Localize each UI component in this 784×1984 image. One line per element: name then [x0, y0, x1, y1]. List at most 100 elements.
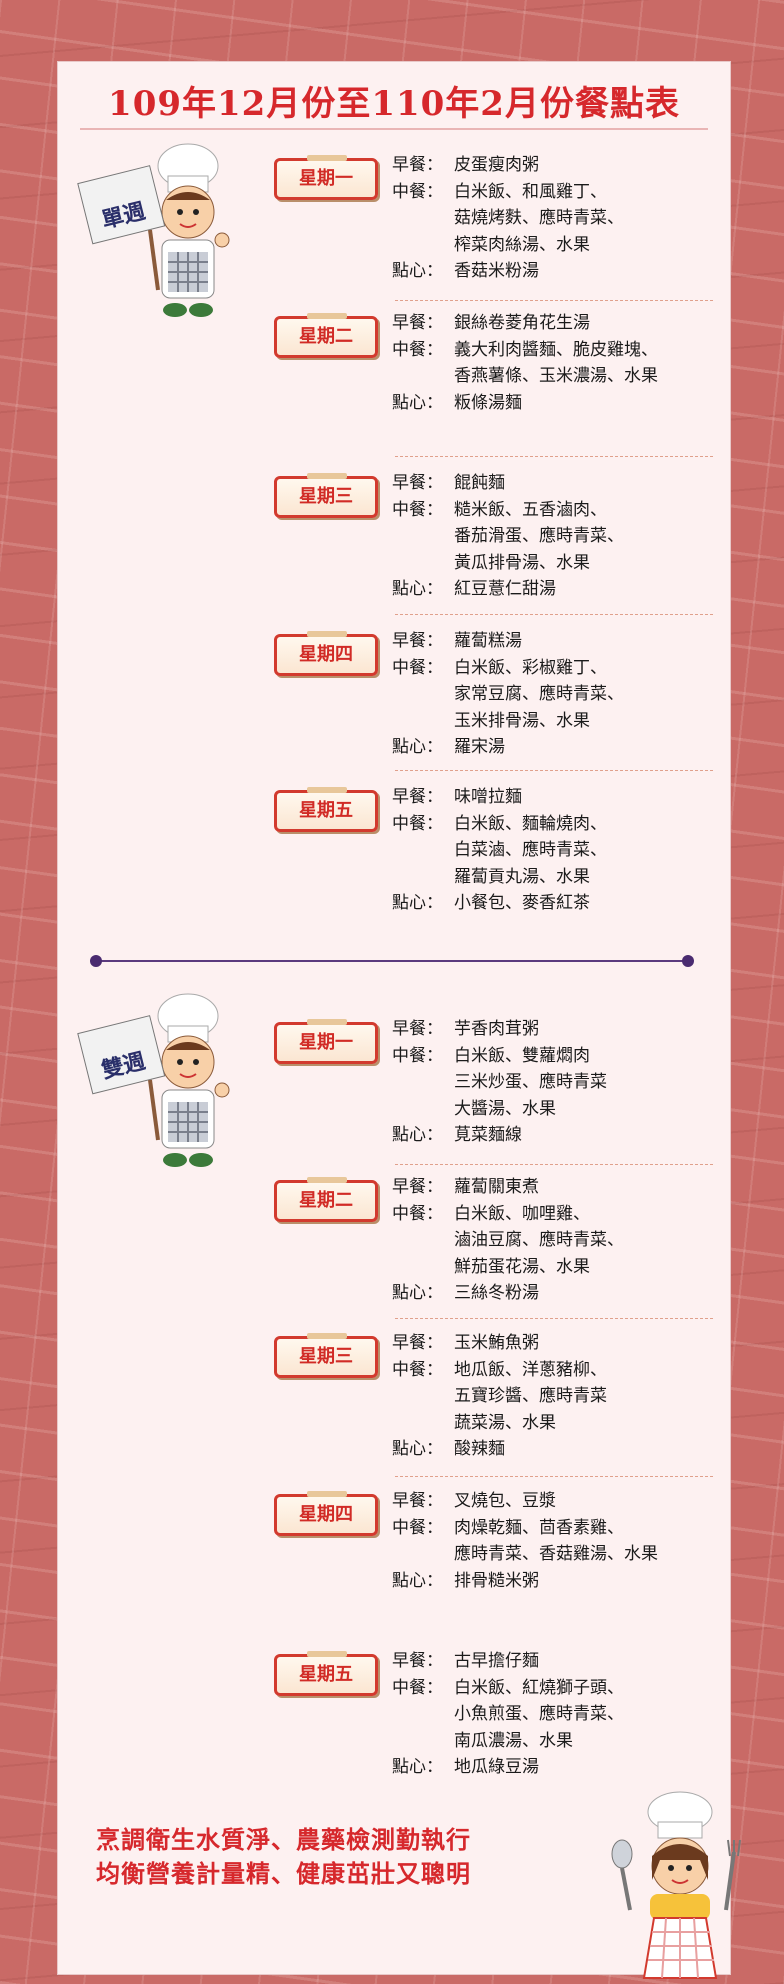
week-divider — [90, 955, 694, 967]
meal-type: 中餐： — [392, 181, 443, 202]
meal-type: 早餐： — [392, 631, 443, 651]
meal-type: 中餐： — [392, 499, 443, 520]
meal-row: 點心： 酸辣麵 — [392, 1436, 712, 1463]
meal-type: 中餐： — [392, 1045, 443, 1066]
meal-row: 中餐： 白米飯、麵輪燒肉、 白菜滷、應時青菜、 羅蔔貢丸湯、水果 — [392, 811, 712, 891]
meal-items: 餛飩麵 — [454, 473, 505, 493]
meal-row: 點心： 莧菜麵線 — [392, 1122, 712, 1149]
day-name: 星期三 — [299, 486, 353, 507]
meal-items: 白米飯、紅燒獅子頭、 小魚煎蛋、應時青菜、 南瓜濃湯、水果 — [454, 1677, 624, 1751]
meal-items: 銀絲卷菱角花生湯 — [454, 313, 590, 333]
meal-row: 早餐： 餛飩麵 — [392, 470, 712, 497]
meal-items: 地瓜綠豆湯 — [454, 1757, 539, 1777]
meal-row: 早餐： 銀絲卷菱角花生湯 — [392, 310, 712, 337]
meal-items: 香菇米粉湯 — [454, 261, 539, 281]
meal-row: 中餐： 白米飯、和風雞丁、 菇燒烤麩、應時青菜、 榨菜肉絲湯、水果 — [392, 179, 712, 259]
meal-items: 義大利肉醬麵、脆皮雞塊、 香燕薯條、玉米濃湯、水果 — [454, 339, 658, 387]
meal-row: 點心： 羅宋湯 — [392, 734, 712, 761]
meal-type: 早餐： — [392, 1019, 443, 1039]
meal-list: 早餐： 皮蛋瘦肉粥 中餐： 白米飯、和風雞丁、 菇燒烤麩、應時青菜、 榨菜肉絲湯、水… — [392, 152, 712, 285]
day-badge: 星期二 — [274, 313, 378, 358]
meal-type: 中餐： — [392, 657, 443, 678]
meal-row: 點心： 地瓜綠豆湯 — [392, 1754, 712, 1781]
meal-row: 點心： 排骨糙米粥 — [392, 1568, 712, 1595]
chef-mascot-even-week: 雙週 — [70, 990, 230, 1180]
meal-items: 白米飯、雙蘿燜肉 三米炒蛋、應時青菜 大醬湯、水果 — [454, 1045, 607, 1119]
day-badge: 星期四 — [274, 1491, 378, 1536]
meal-type: 點心： — [392, 893, 443, 913]
meal-items: 白米飯、和風雞丁、 菇燒烤麩、應時青菜、 榨菜肉絲湯、水果 — [454, 181, 624, 255]
day-name: 星期四 — [299, 1504, 353, 1525]
meal-items: 白米飯、咖哩雞、 滷油豆腐、應時青菜、 鮮茄蛋花湯、水果 — [454, 1203, 624, 1277]
meal-row: 中餐： 地瓜飯、洋蔥豬柳、 五寶珍醬、應時青菜 蔬菜湯、水果 — [392, 1357, 712, 1437]
meal-type: 早餐： — [392, 313, 443, 333]
meal-type: 早餐： — [392, 1333, 443, 1353]
meal-type: 點心： — [392, 1439, 443, 1459]
day-separator — [395, 456, 713, 457]
day-badge: 星期三 — [274, 473, 378, 518]
chef-mascot-odd-week: 單週 — [70, 140, 230, 330]
meal-row: 中餐： 義大利肉醬麵、脆皮雞塊、 香燕薯條、玉米濃湯、水果 — [392, 337, 712, 390]
day-name: 星期一 — [299, 168, 353, 189]
day-badge: 星期二 — [274, 1177, 378, 1222]
meal-row: 中餐： 肉燥乾麵、茴香素雞、 應時青菜、香菇雞湯、水果 — [392, 1515, 712, 1568]
meal-items: 小餐包、麥香紅茶 — [454, 893, 590, 913]
day-separator — [395, 770, 713, 771]
day-name: 星期一 — [299, 1032, 353, 1053]
day-name: 星期四 — [299, 644, 353, 665]
meal-row: 早餐： 玉米鮪魚粥 — [392, 1330, 712, 1357]
meal-type: 早餐： — [392, 155, 443, 175]
day-name: 星期二 — [299, 326, 353, 347]
day-badge: 星期一 — [274, 155, 378, 200]
day-badge: 星期一 — [274, 1019, 378, 1064]
meal-type: 早餐： — [392, 1177, 443, 1197]
meal-items: 排骨糙米粥 — [454, 1570, 539, 1591]
day-name: 星期三 — [299, 1346, 353, 1367]
meal-row: 中餐： 糙米飯、五香滷肉、 番茄滑蛋、應時青菜、 黃瓜排骨湯、水果 — [392, 497, 712, 577]
meal-items: 莧菜麵線 — [454, 1125, 522, 1145]
meal-type: 點心： — [392, 1125, 443, 1145]
meal-row: 早餐： 蘿蔔糕湯 — [392, 628, 712, 655]
meal-items: 皮蛋瘦肉粥 — [454, 155, 539, 175]
meal-type: 中餐： — [392, 1203, 443, 1224]
meal-type: 點心： — [392, 1757, 443, 1777]
slogan-line: 均衡營養計量精、健康茁壯又聰明 — [96, 1859, 471, 1888]
meal-list: 早餐： 銀絲卷菱角花生湯 中餐： 義大利肉醬麵、脆皮雞塊、 香燕薯條、玉米濃湯、水果… — [392, 310, 712, 416]
day-separator — [395, 1164, 713, 1165]
meal-type: 點心： — [392, 392, 443, 413]
meal-type: 早餐： — [392, 787, 443, 807]
meal-row: 點心： 香菇米粉湯 — [392, 258, 712, 285]
chef-girl-icon — [611, 1791, 741, 1979]
meal-row: 早餐： 芋香肉茸粥 — [392, 1016, 712, 1043]
day-badge: 星期三 — [274, 1333, 378, 1378]
page-title: 109年12月份至110年2月份餐點表 — [108, 84, 680, 124]
meal-list: 早餐： 叉燒包、豆漿 中餐： 肉燥乾麵、茴香素雞、 應時青菜、香菇雞湯、水果 點心：… — [392, 1488, 712, 1594]
meal-type: 早餐： — [392, 473, 443, 493]
meal-row: 早餐： 味噌拉麵 — [392, 784, 712, 811]
meal-list: 早餐： 蘿蔔糕湯 中餐： 白米飯、彩椒雞丁、 家常豆腐、應時青菜、 玉米排骨湯、水果… — [392, 628, 712, 761]
meal-row: 早餐： 古早擔仔麵 — [392, 1648, 712, 1675]
meal-type: 早餐： — [392, 1491, 443, 1511]
meal-type: 中餐： — [392, 1359, 443, 1380]
slogan-line: 烹調衛生水質淨、農藥檢測勤執行 — [96, 1825, 471, 1854]
meal-items: 白米飯、麵輪燒肉、 白菜滷、應時青菜、 羅蔔貢丸湯、水果 — [454, 813, 607, 887]
meal-items: 紅豆薏仁甜湯 — [454, 579, 556, 599]
meal-items: 肉燥乾麵、茴香素雞、 應時青菜、香菇雞湯、水果 — [454, 1517, 658, 1565]
meal-items: 三絲冬粉湯 — [454, 1283, 539, 1303]
meal-type: 點心： — [392, 261, 443, 281]
day-name: 星期五 — [299, 800, 353, 821]
meal-items: 古早擔仔麵 — [454, 1651, 539, 1671]
meal-list: 早餐： 餛飩麵 中餐： 糙米飯、五香滷肉、 番茄滑蛋、應時青菜、 黃瓜排骨湯、水果 … — [392, 470, 712, 603]
meal-items: 酸辣麵 — [454, 1439, 505, 1459]
meal-row: 中餐： 白米飯、彩椒雞丁、 家常豆腐、應時青菜、 玉米排骨湯、水果 — [392, 655, 712, 735]
meal-row: 中餐： 白米飯、咖哩雞、 滷油豆腐、應時青菜、 鮮茄蛋花湯、水果 — [392, 1201, 712, 1281]
meal-list: 早餐： 玉米鮪魚粥 中餐： 地瓜飯、洋蔥豬柳、 五寶珍醬、應時青菜 蔬菜湯、水果 點… — [392, 1330, 712, 1463]
meal-type: 點心： — [392, 579, 443, 599]
meal-type: 中餐： — [392, 1517, 443, 1538]
meal-type: 中餐： — [392, 339, 443, 360]
meal-row: 早餐： 蘿蔔關東煮 — [392, 1174, 712, 1201]
day-separator — [395, 1476, 713, 1477]
meal-items: 芋香肉茸粥 — [454, 1019, 539, 1039]
meal-type: 中餐： — [392, 813, 443, 834]
day-badge: 星期四 — [274, 631, 378, 676]
